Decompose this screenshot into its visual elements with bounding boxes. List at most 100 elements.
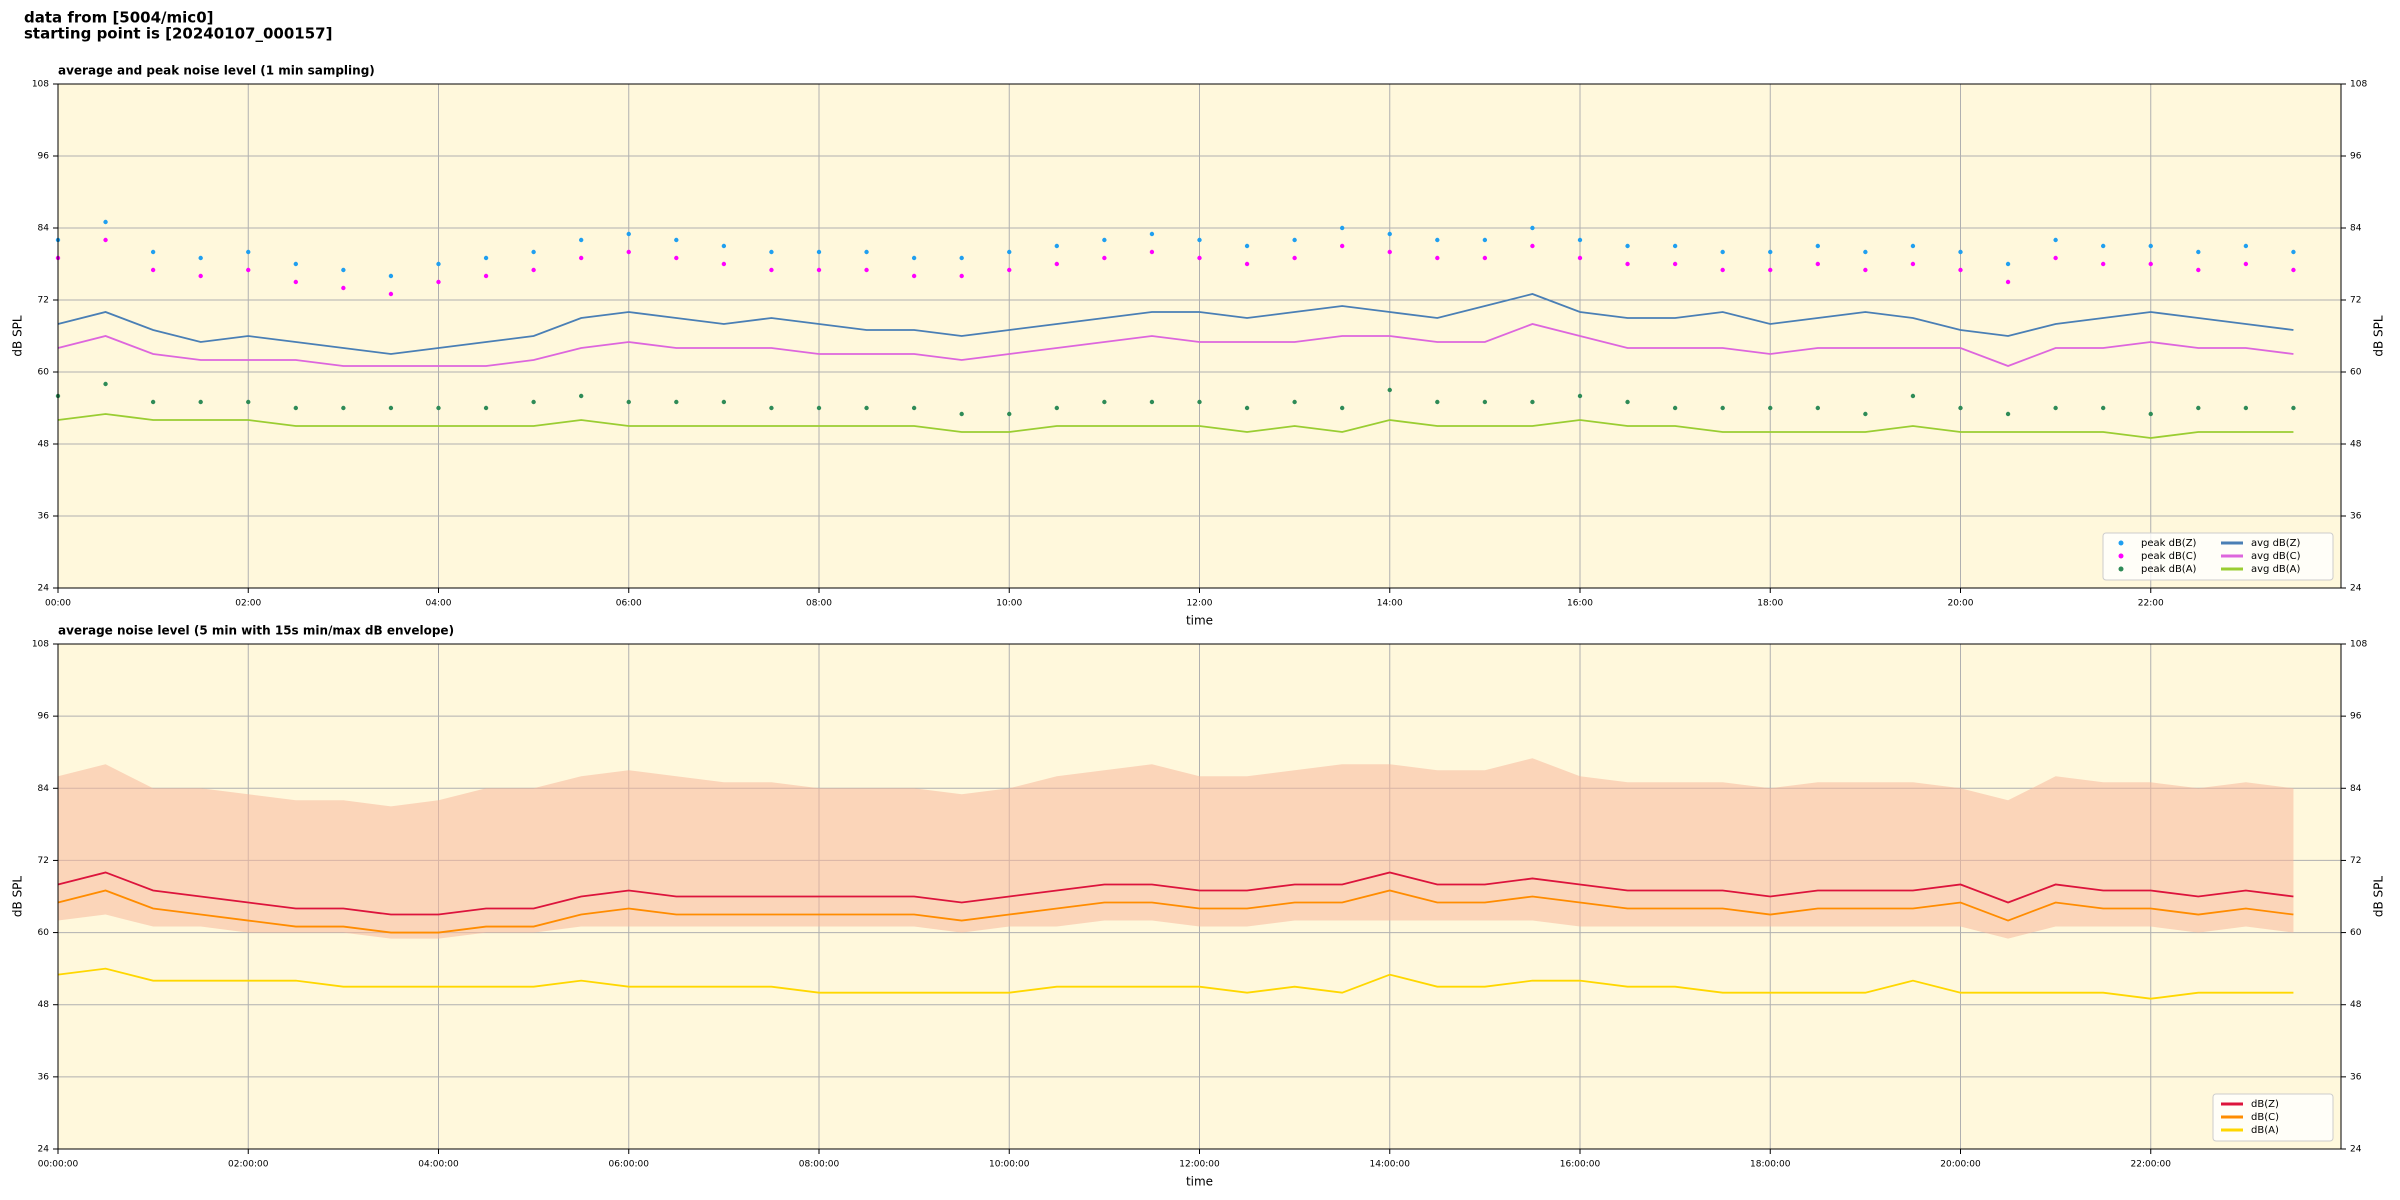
peak-point <box>1292 255 1297 261</box>
peak-point <box>436 279 441 285</box>
peak-point <box>1149 231 1155 237</box>
peak-point <box>388 291 394 297</box>
y-tick-label: 72 <box>38 296 49 306</box>
peak-point <box>1007 411 1012 417</box>
y-tick-label: 48 <box>38 1000 50 1010</box>
peak-point <box>911 255 917 261</box>
y-tick-label: 84 <box>38 224 50 234</box>
peak-point <box>721 243 727 249</box>
peak-point <box>626 249 631 255</box>
x-tick-label: 20:00:00 <box>1940 1160 1981 1170</box>
peak-point <box>626 231 631 237</box>
peak-point <box>436 405 441 411</box>
peak-point <box>2148 411 2153 417</box>
peak-point <box>1292 399 1297 405</box>
x-tick-label: 16:00:00 <box>1560 1160 1601 1170</box>
peak-point <box>1720 249 1725 255</box>
peak-point <box>816 267 822 273</box>
peak-point <box>1910 393 1916 399</box>
peak-point <box>2005 411 2011 417</box>
peak-point <box>1007 267 1012 273</box>
peak-point <box>864 267 869 273</box>
peak-point <box>103 219 108 225</box>
peak-point <box>1958 267 1963 273</box>
peak-point <box>2100 405 2106 411</box>
peak-point <box>674 237 679 243</box>
peak-point <box>769 249 774 255</box>
peak-point <box>246 267 251 273</box>
peak-point <box>674 255 679 261</box>
header-line: data from [5004/mic0] <box>24 9 214 27</box>
y-tick-label: 24 <box>38 584 50 594</box>
y-tick-label: 36 <box>38 512 50 522</box>
legend-label: dB(A) <box>2251 1125 2279 1136</box>
y-tick-label: 24 <box>38 1145 50 1155</box>
peak-point <box>1482 237 1488 243</box>
y-axis-label: dB SPL <box>2372 876 2386 918</box>
legend-label: avg dB(A) <box>2251 564 2301 575</box>
peak-point <box>721 261 727 267</box>
peak-point <box>1768 405 1773 411</box>
peak-point <box>959 273 964 279</box>
peak-point <box>2196 249 2201 255</box>
peak-point <box>2243 405 2249 411</box>
peak-point <box>959 411 964 417</box>
y-tick-label: 84 <box>2350 784 2362 794</box>
y-tick-label: 36 <box>2350 512 2362 522</box>
x-tick-label: 12:00 <box>1187 599 1213 609</box>
peak-point <box>2291 267 2296 273</box>
y-tick-label: 48 <box>38 440 50 450</box>
peak-point <box>150 267 156 273</box>
peak-point <box>769 405 774 411</box>
legend-marker <box>2118 540 2124 546</box>
y-tick-label: 96 <box>38 152 50 162</box>
peak-point <box>483 273 489 279</box>
peak-point <box>483 405 489 411</box>
x-tick-label: 20:00 <box>1948 599 1974 609</box>
peak-point <box>388 405 394 411</box>
peak-point <box>1815 243 1821 249</box>
legend-box <box>2102 532 2334 581</box>
peak-point <box>1863 267 1868 273</box>
peak-point <box>1197 399 1202 405</box>
header-line: starting point is [20240107_000157] <box>24 25 332 43</box>
peak-point <box>2243 243 2249 249</box>
y-tick-label: 60 <box>2350 928 2362 938</box>
y-tick-label: 108 <box>2350 640 2367 650</box>
peak-point <box>2100 243 2106 249</box>
peak-point <box>341 405 346 411</box>
x-tick-label: 22:00:00 <box>2131 1160 2172 1170</box>
peak-point <box>341 267 346 273</box>
peak-point <box>436 261 441 267</box>
series-line <box>57 413 2294 439</box>
y-tick-label: 60 <box>38 928 50 938</box>
peak-point <box>1672 243 1678 249</box>
peak-point <box>2243 261 2249 267</box>
legend-label: dB(C) <box>2251 1112 2279 1123</box>
peak-point <box>721 399 727 405</box>
peak-point <box>1768 249 1773 255</box>
peak-point <box>1672 261 1678 267</box>
peak-point <box>1387 231 1392 237</box>
y-tick-label: 108 <box>32 80 49 90</box>
peak-point <box>864 405 869 411</box>
peak-point <box>1435 399 1440 405</box>
peak-point <box>2053 255 2058 261</box>
y-tick-label: 36 <box>38 1072 50 1082</box>
peak-point <box>1339 405 1345 411</box>
y-tick-label: 48 <box>2350 440 2362 450</box>
peak-point <box>1768 267 1773 273</box>
peak-point <box>531 249 536 255</box>
legend-label: peak dB(C) <box>2141 551 2197 562</box>
peak-point <box>2005 279 2011 285</box>
y-tick-label: 84 <box>38 784 50 794</box>
peak-point <box>1292 237 1297 243</box>
peak-point <box>1815 405 1821 411</box>
peak-point <box>1530 399 1535 405</box>
peak-point <box>103 381 108 387</box>
peak-point <box>531 267 536 273</box>
y-tick-label: 24 <box>2350 1145 2362 1155</box>
peak-point <box>1625 243 1630 249</box>
peak-point <box>1958 405 1963 411</box>
y-tick-label: 72 <box>2350 856 2361 866</box>
